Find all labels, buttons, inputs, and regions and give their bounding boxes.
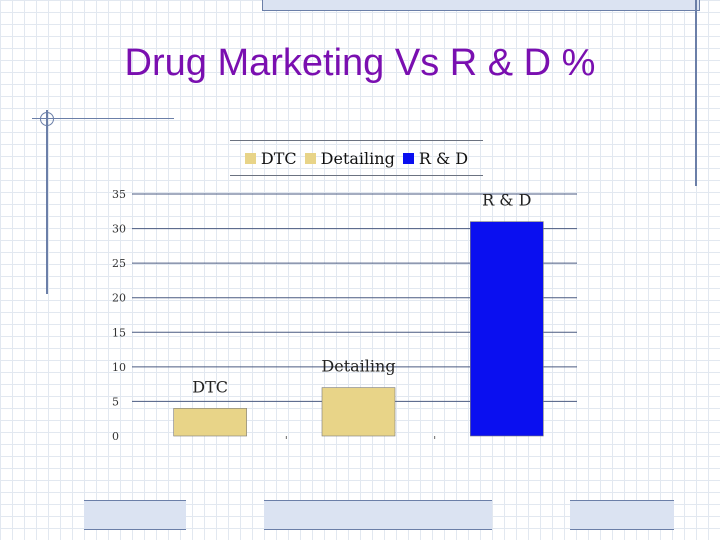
slide-title: Drug Marketing Vs R & D % (124, 42, 596, 84)
legend-swatch-rd (402, 152, 414, 164)
y-tick-label: 35 (112, 188, 126, 201)
decor-bottom-box-3 (570, 500, 674, 530)
y-tick-label: 30 (112, 223, 126, 236)
legend-item-detailing: Detailing (304, 148, 395, 168)
decor-top-bar (262, 0, 700, 11)
legend-swatch-detailing (304, 152, 316, 164)
y-tick-label: 5 (112, 395, 119, 408)
bar-data-label: DTC (192, 377, 228, 396)
bar (470, 221, 544, 437)
bar-data-label: Detailing (321, 357, 395, 376)
bar-data-label: R & D (482, 191, 531, 210)
y-tick-label: 0 (112, 430, 119, 443)
legend-item-rd: R & D (402, 148, 469, 168)
bar (173, 408, 247, 437)
legend-swatch-dtc (244, 152, 256, 164)
decor-right-line (695, 0, 697, 186)
bar (321, 387, 396, 437)
y-tick-label: 20 (112, 292, 126, 305)
decor-left-vline (46, 110, 48, 294)
legend-label-dtc: DTC (260, 148, 297, 168)
decor-left-hline (32, 118, 174, 119)
legend-label-detailing: Detailing (320, 148, 395, 168)
y-tick-label: 25 (112, 257, 126, 270)
legend-label-rd: R & D (418, 148, 469, 168)
decor-bottom-box-2 (264, 500, 492, 530)
chart-legend: DTC Detailing R & D (230, 140, 483, 176)
legend-item-dtc: DTC (244, 148, 297, 168)
y-tick-label: 10 (112, 361, 126, 374)
y-tick-label: 15 (112, 326, 126, 339)
decor-bottom-box-1 (84, 500, 186, 530)
decor-left-circle (40, 112, 54, 126)
